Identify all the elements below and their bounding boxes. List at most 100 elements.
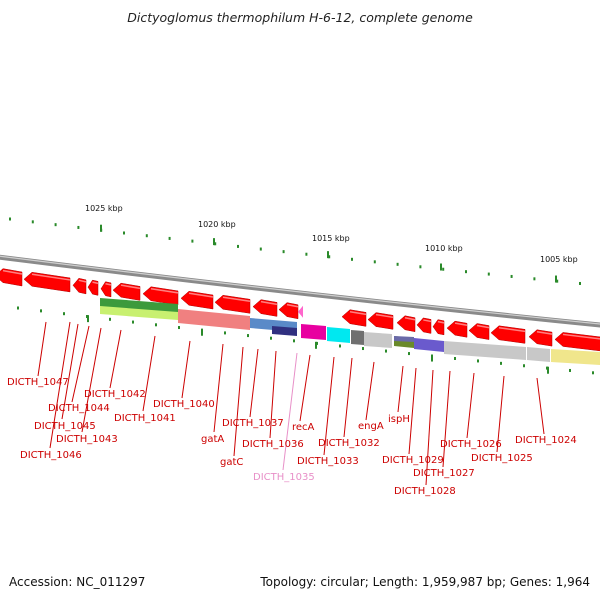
gene-label-dicth-1036: DICTH_1036 xyxy=(242,439,304,450)
scale-dot xyxy=(328,255,331,259)
leader-line xyxy=(496,375,505,453)
gene-arrow xyxy=(72,278,87,295)
scale-dot xyxy=(442,267,445,271)
leader-line xyxy=(71,325,90,403)
gene-label-dicth-1043: DICTH_1043 xyxy=(56,434,118,445)
scale-dot xyxy=(533,277,536,281)
gene-label-dicth-1037: DICTH_1037 xyxy=(222,418,284,429)
gene-arrow-shine xyxy=(562,333,600,340)
gene-arrow xyxy=(416,317,432,334)
gene-arrow xyxy=(100,281,112,298)
gene-label-dicth-1028: DICTH_1028 xyxy=(394,486,456,497)
scale-major-tick xyxy=(440,263,442,271)
genome-backbone-highlight xyxy=(0,255,600,325)
inner-dot xyxy=(270,336,272,340)
gene-arrow-shine xyxy=(375,313,394,319)
inner-dot xyxy=(454,357,456,360)
inner-dot xyxy=(132,320,134,324)
leader-line xyxy=(442,370,451,468)
accession-text: Accession: NC_011297 xyxy=(9,575,146,589)
gene-arrows xyxy=(0,268,600,352)
inner-dot xyxy=(178,326,180,330)
band-cyan xyxy=(327,327,350,343)
gene-arrow-shine xyxy=(150,288,179,294)
leader-line xyxy=(343,357,353,438)
scale-major-tick xyxy=(213,238,215,246)
gene-arrow-shine xyxy=(286,303,299,308)
gene-arrow-shine xyxy=(454,322,468,327)
scale-dot xyxy=(487,272,490,276)
leader-line xyxy=(61,323,79,420)
scale-dot xyxy=(191,239,194,243)
inner-dot xyxy=(155,323,157,327)
inner-dot xyxy=(500,361,502,365)
gene-label-dicth-1033: DICTH_1033 xyxy=(297,456,359,467)
gene-arrow-shine xyxy=(260,300,278,306)
gene-label-isph: ispH xyxy=(388,414,410,425)
scale-dot xyxy=(9,217,11,221)
inner-major-tick xyxy=(547,366,549,374)
gene-arrow-shine xyxy=(349,310,367,316)
scale-dot xyxy=(396,262,399,266)
band-lightgray-3 xyxy=(527,347,550,362)
genome-summary-text: Topology: circular; Length: 1,959,987 bp… xyxy=(260,575,590,589)
gene-label-dicth-1044: DICTH_1044 xyxy=(48,403,110,414)
gene-arrow-shine xyxy=(188,292,214,298)
scale-dot xyxy=(556,279,559,283)
scale-dot xyxy=(419,265,422,269)
inner-dot xyxy=(109,317,111,321)
gene-label-dicth-1026: DICTH_1026 xyxy=(440,439,502,450)
band-slate xyxy=(394,336,414,342)
inner-dot xyxy=(293,339,295,343)
gene-label-reca: recA xyxy=(292,422,315,433)
gene-arrow xyxy=(554,332,600,352)
inner-major-tick xyxy=(315,341,317,349)
gene-label-dicth-1032: DICTH_1032 xyxy=(318,438,380,449)
gene-label-dicth-1029: DICTH_1029 xyxy=(382,455,444,466)
inner-dot xyxy=(224,331,226,335)
scale-label-1010: 1010 kbp xyxy=(425,244,463,253)
gene-arrow-shine xyxy=(536,331,553,335)
inner-dot xyxy=(408,352,410,356)
gene-arrow-shine xyxy=(404,317,416,321)
gene-arrow-shine xyxy=(437,320,445,324)
scale-dot xyxy=(123,231,125,235)
band-magenta xyxy=(301,324,326,340)
inner-dot xyxy=(569,368,571,372)
gene-arrow-pink xyxy=(298,305,303,318)
inner-major-tick xyxy=(201,328,203,336)
scale-dot xyxy=(282,250,285,254)
band-khaki xyxy=(551,349,600,365)
scale-dot xyxy=(465,270,467,274)
gene-arrow xyxy=(446,320,468,338)
band-lime xyxy=(100,306,178,320)
scale-dot xyxy=(145,234,148,238)
inner-ticks xyxy=(17,306,594,375)
gene-label-dicth-1045: DICTH_1045 xyxy=(34,421,96,432)
band-lightgray-1 xyxy=(364,332,392,348)
band-navy xyxy=(272,326,297,336)
inner-dot xyxy=(247,334,249,338)
gene-labels: DICTH_1047 DICTH_1046 DICTH_1045 DICTH_1… xyxy=(7,377,577,497)
gene-arrow-shine xyxy=(2,269,23,275)
gene-label-gatc: gatC xyxy=(220,457,243,468)
inner-dot xyxy=(592,371,594,375)
genome-backbone xyxy=(0,254,600,328)
scale-dot xyxy=(31,220,34,224)
scale-dot xyxy=(168,236,171,240)
leader-line xyxy=(466,372,475,439)
inner-dot xyxy=(339,344,341,348)
label-leader-lines xyxy=(37,321,545,486)
leader-line xyxy=(425,369,434,486)
scale-dot xyxy=(510,274,513,278)
gene-label-dicth-1047: DICTH_1047 xyxy=(7,377,69,388)
leader-line xyxy=(397,365,404,413)
scale-dot xyxy=(305,252,308,256)
leader-line xyxy=(49,321,71,449)
genome-title: Dictyoglomus thermophilum H-6-12, comple… xyxy=(127,10,473,25)
leader-line xyxy=(365,361,375,421)
inner-dot xyxy=(385,349,387,353)
leader-line xyxy=(37,321,47,377)
inner-dot xyxy=(523,364,525,368)
inner-major-tick xyxy=(87,315,89,323)
